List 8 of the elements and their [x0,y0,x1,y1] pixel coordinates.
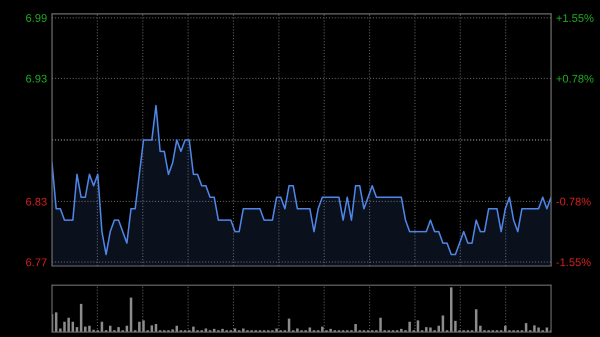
y2-tick-label: -1.55% [556,258,591,266]
y2-tick-label: -0.78% [556,198,591,206]
y-tick-label: 6.83 [26,198,47,206]
y-tick-label: 6.93 [26,74,47,83]
y2-tick-label: +1.55% [556,14,594,22]
y-tick-label: 6.77 [26,258,47,266]
y-tick-label: 6.99 [26,14,47,22]
y2-tick-label: +0.78% [556,74,594,83]
